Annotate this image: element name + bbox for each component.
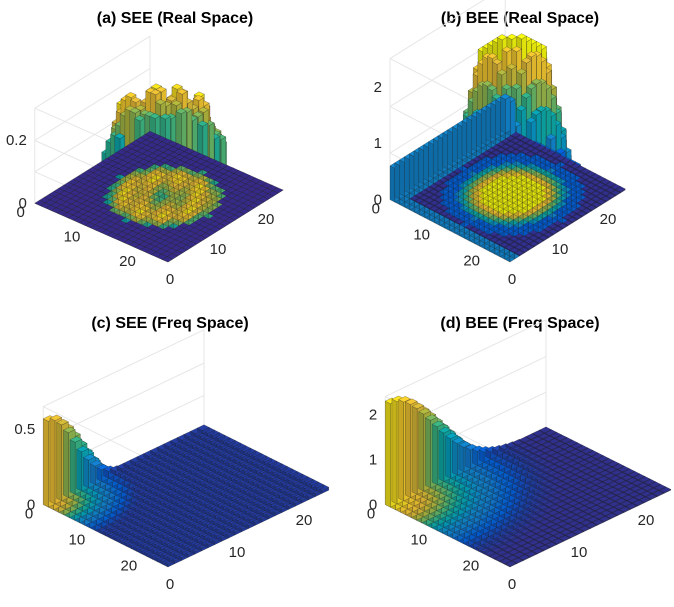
col-tick-label: 0 <box>508 271 516 288</box>
row-tick-label: 0 <box>16 204 24 221</box>
bar-top <box>149 113 161 119</box>
col-tick-label: 10 <box>210 241 227 258</box>
col-tick-label: 10 <box>552 241 569 258</box>
bar-side <box>457 123 463 161</box>
bar-side <box>69 439 76 495</box>
bars <box>42 414 330 568</box>
row-tick-label: 0 <box>372 201 380 218</box>
bar-top <box>193 95 204 101</box>
bar-side <box>63 429 69 498</box>
bar-side <box>485 105 492 143</box>
bar-side <box>56 422 62 502</box>
bar-side <box>49 417 56 505</box>
bar-side <box>490 102 496 140</box>
bar-side <box>76 449 83 492</box>
panel-c-title: (c) SEE (Freq Space) <box>91 315 248 332</box>
bar-top <box>159 113 171 120</box>
bar-top <box>176 88 188 95</box>
bar-side <box>495 99 501 137</box>
bar-top <box>170 100 182 106</box>
bar-side <box>43 418 49 508</box>
bar-side <box>83 457 89 489</box>
bar-side <box>471 114 477 152</box>
bar-side <box>428 141 434 179</box>
bar-side <box>510 98 516 137</box>
bar-side <box>437 135 444 173</box>
bar-side <box>418 147 424 185</box>
bar-side <box>476 111 482 149</box>
row-tick-label: 20 <box>119 253 136 270</box>
bar-side <box>413 150 420 188</box>
bar-top <box>130 97 142 103</box>
row-tick-label: 10 <box>64 229 81 246</box>
z-tick-label: 1 <box>374 135 382 152</box>
row-tick-label: 10 <box>413 227 430 244</box>
col-tick-label: 20 <box>600 211 617 228</box>
bar-top <box>150 83 162 90</box>
bar-side <box>389 165 396 203</box>
bar-side <box>433 138 439 176</box>
bar-top <box>129 107 141 114</box>
bar-top <box>155 99 166 105</box>
bar-side <box>399 159 405 197</box>
bar-side <box>409 153 415 191</box>
grid-line <box>34 68 151 141</box>
bar-side <box>89 463 96 486</box>
bar-top <box>150 89 162 96</box>
bar-top <box>175 108 187 115</box>
col-tick-label: 0 <box>166 271 174 288</box>
bar-side <box>452 126 458 164</box>
bar-top <box>171 83 183 90</box>
row-tick-label: 20 <box>463 253 480 270</box>
bar-side <box>447 129 453 167</box>
bar-top <box>192 111 204 118</box>
bars <box>34 83 284 263</box>
bar-top <box>197 120 209 127</box>
bar-side <box>404 156 410 194</box>
grid-line <box>34 35 151 109</box>
bar-side <box>505 96 511 134</box>
panel-a-title: (a) SEE (Real Space) <box>97 10 254 27</box>
bar-side <box>394 162 400 200</box>
bar-side <box>466 117 472 155</box>
bar-side <box>461 120 468 158</box>
col-tick-label: 20 <box>258 211 275 228</box>
bar-top <box>125 92 137 98</box>
z-tick-label: 0.2 <box>6 132 27 149</box>
grid-line <box>42 329 205 408</box>
bar-side <box>481 108 487 146</box>
bar-side <box>500 96 506 134</box>
bar-side <box>442 132 448 170</box>
bar-top <box>197 106 209 113</box>
bar-side <box>423 144 429 182</box>
bar-top <box>144 131 156 137</box>
z-tick-label: 2 <box>374 79 382 96</box>
